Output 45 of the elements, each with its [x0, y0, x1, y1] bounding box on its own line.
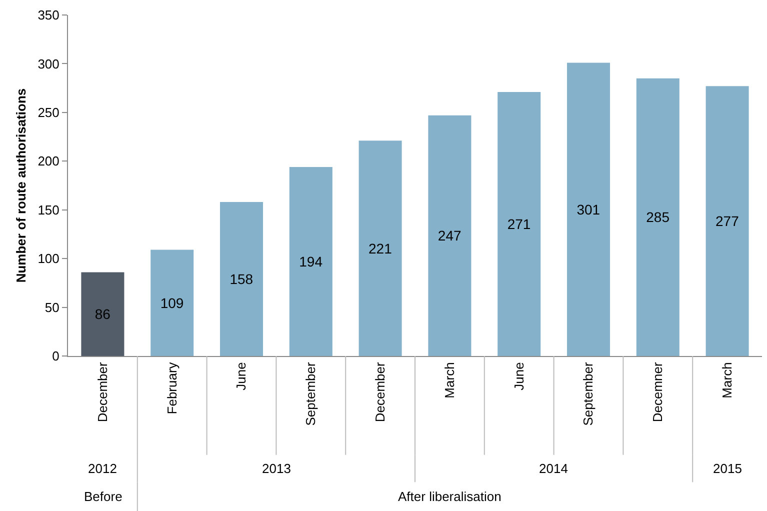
x-tick-label: September — [580, 362, 596, 426]
y-tick-label: 100 — [38, 251, 60, 266]
y-tick-label: 50 — [44, 300, 60, 315]
y-tick-label: 350 — [38, 8, 60, 23]
x-tick-label: March — [720, 362, 735, 398]
bar — [706, 86, 749, 356]
bar — [358, 140, 402, 356]
bar — [498, 92, 541, 356]
bar — [81, 272, 124, 356]
data-label: 285 — [646, 209, 670, 226]
x-tick-label: December — [94, 362, 110, 422]
y-tick-label: 250 — [38, 104, 60, 120]
data-label: 277 — [716, 213, 740, 230]
x-tick-label: September — [303, 362, 318, 426]
bar — [289, 166, 332, 356]
y-axis-title: Number of route authorisations — [14, 88, 29, 283]
y-tick-label: 300 — [38, 56, 60, 72]
x-tick-label: December — [372, 362, 388, 422]
data-label: 271 — [507, 216, 531, 232]
text: After liberalisation — [398, 489, 502, 504]
text: Before — [84, 489, 122, 504]
x-tick-label: February — [164, 362, 180, 414]
data-label: 194 — [299, 253, 323, 270]
bar — [636, 78, 680, 356]
bar — [566, 62, 610, 356]
x-tick-label: Decemner — [650, 362, 666, 422]
data-label: 109 — [160, 294, 184, 311]
data-label: 221 — [368, 240, 392, 256]
bar — [428, 115, 472, 356]
bar — [220, 202, 264, 356]
x-tick-label: March — [442, 362, 457, 398]
y-tick-label: 150 — [38, 202, 60, 218]
text: 2015 — [713, 461, 742, 476]
x-tick-label: June — [234, 362, 249, 390]
x-tick-label: June — [511, 362, 526, 390]
bar — [150, 250, 194, 356]
data-label: 301 — [576, 201, 600, 218]
y-tick-label: 0 — [52, 348, 60, 364]
data-label: 158 — [230, 271, 254, 288]
data-label: 247 — [438, 228, 462, 244]
text: 2013 — [262, 461, 291, 476]
text: 2012 — [88, 461, 117, 476]
text: 2014 — [539, 461, 568, 476]
data-label: 86 — [94, 306, 111, 322]
y-tick-label: 200 — [38, 154, 60, 169]
